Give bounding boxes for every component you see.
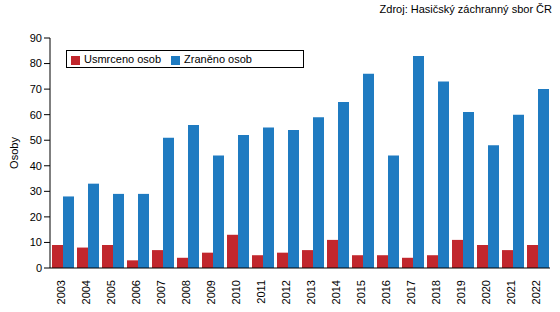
svg-text:2020: 2020 <box>480 280 492 304</box>
svg-text:2005: 2005 <box>105 280 117 304</box>
html-text:Zraněno osob: Zraněno osob <box>184 53 252 65</box>
svg-text:80: 80 <box>30 57 42 69</box>
svg-text:60: 60 <box>30 109 42 121</box>
svg-text:2004: 2004 <box>80 280 92 304</box>
svg-text:2021: 2021 <box>505 280 517 304</box>
html-text:Zdroj: Hasičský záchranný sbor: Zdroj: Hasičský záchranný sbor ČR <box>379 3 552 15</box>
html-text:Usmrceno osob: Usmrceno osob <box>84 53 161 65</box>
svg-text:2018: 2018 <box>430 280 442 304</box>
svg-text:2010: 2010 <box>230 280 242 304</box>
svg-text:30: 30 <box>30 185 42 197</box>
svg-text:50: 50 <box>30 134 42 146</box>
svg-text:2009: 2009 <box>205 280 217 304</box>
svg-text:0: 0 <box>36 262 42 274</box>
svg-text:40: 40 <box>30 160 42 172</box>
svg-text:2007: 2007 <box>155 280 167 304</box>
svg-text:2022: 2022 <box>530 280 542 304</box>
svg-text:2006: 2006 <box>130 280 142 304</box>
svg-text:2011: 2011 <box>255 280 267 304</box>
svg-text:2016: 2016 <box>380 280 392 304</box>
svg-text:10: 10 <box>30 236 42 248</box>
svg-text:Osoby: Osoby <box>8 137 20 169</box>
svg-text:2014: 2014 <box>330 280 342 304</box>
svg-text:2003: 2003 <box>55 280 67 304</box>
svg-text:70: 70 <box>30 83 42 95</box>
svg-text:20: 20 <box>30 211 42 223</box>
svg-text:2015: 2015 <box>355 280 367 304</box>
svg-text:90: 90 <box>30 32 42 44</box>
svg-text:2008: 2008 <box>180 280 192 304</box>
svg-text:2013: 2013 <box>305 280 317 304</box>
svg-text:2017: 2017 <box>405 280 417 304</box>
svg-text:2012: 2012 <box>280 280 292 304</box>
svg-text:2019: 2019 <box>455 280 467 304</box>
